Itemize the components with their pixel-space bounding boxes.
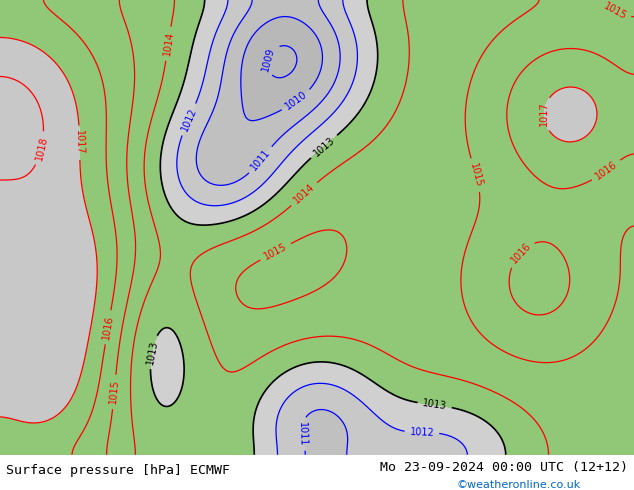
Text: 1010: 1010 bbox=[284, 90, 309, 112]
Text: 1013: 1013 bbox=[145, 339, 159, 365]
Text: Surface pressure [hPa] ECMWF: Surface pressure [hPa] ECMWF bbox=[6, 464, 230, 477]
Text: 1011: 1011 bbox=[249, 147, 273, 172]
Text: 1015: 1015 bbox=[108, 379, 120, 405]
Text: 1013: 1013 bbox=[311, 135, 337, 158]
Text: 1015: 1015 bbox=[468, 162, 484, 188]
Text: 1015: 1015 bbox=[602, 0, 628, 21]
Text: 1016: 1016 bbox=[508, 241, 533, 266]
Text: 1014: 1014 bbox=[292, 182, 316, 206]
Text: Mo 23-09-2024 00:00 UTC (12+12): Mo 23-09-2024 00:00 UTC (12+12) bbox=[380, 461, 628, 473]
Text: 1012: 1012 bbox=[179, 106, 198, 133]
Text: 1015: 1015 bbox=[262, 242, 289, 262]
Text: 1017: 1017 bbox=[74, 130, 85, 155]
Text: 1016: 1016 bbox=[593, 159, 619, 182]
Text: 1017: 1017 bbox=[539, 102, 550, 126]
Text: 1016: 1016 bbox=[101, 315, 115, 340]
Text: 1009: 1009 bbox=[261, 46, 276, 72]
Text: 1018: 1018 bbox=[34, 135, 49, 162]
Text: 1014: 1014 bbox=[162, 31, 175, 57]
Text: 1012: 1012 bbox=[410, 427, 434, 438]
Text: ©weatheronline.co.uk: ©weatheronline.co.uk bbox=[456, 480, 581, 490]
Text: 1013: 1013 bbox=[422, 398, 448, 412]
Text: 1011: 1011 bbox=[297, 421, 307, 446]
